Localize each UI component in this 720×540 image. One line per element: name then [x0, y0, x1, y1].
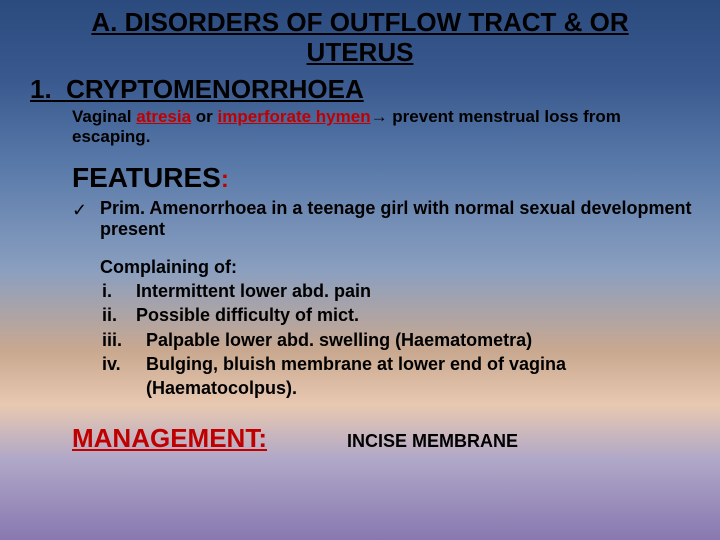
desc-term-hymen: imperforate hymen [218, 107, 371, 126]
roman-num: iv. [100, 352, 136, 401]
list-item: ii. Possible difficulty of mict. [100, 303, 692, 327]
section-description: Vaginal atresia or imperforate hymen→ pr… [72, 107, 692, 148]
desc-mid: or [191, 107, 217, 126]
arrow-icon: → [371, 107, 388, 126]
list-item: iv. Bulging, bluish membrane at lower en… [100, 352, 692, 401]
roman-text: Intermittent lower abd. pain [136, 279, 692, 303]
management-heading: MANAGEMENT: [72, 423, 267, 454]
roman-text: Bulging, bluish membrane at lower end of… [136, 352, 692, 401]
roman-text: Palpable lower abd. swelling (Haematomet… [136, 328, 692, 352]
section-heading: 1. CRYPTOMENORRHOEA [30, 74, 692, 105]
section-number: 1. [30, 74, 52, 104]
slide-title: A. DISORDERS OF OUTFLOW TRACT & OR UTERU… [38, 8, 682, 68]
complaining-label: Complaining of: [100, 255, 692, 279]
features-colon: : [221, 166, 229, 193]
roman-text: Possible difficulty of mict. [136, 303, 692, 327]
list-item: i. Intermittent lower abd. pain [100, 279, 692, 303]
complaining-list: i. Intermittent lower abd. pain ii. Poss… [100, 279, 692, 400]
section-heading-text: CRYPTOMENORRHOEA [66, 74, 364, 104]
features-bullet: ✓ Prim. Amenorrhoea in a teenage girl wi… [72, 198, 692, 241]
management-row: MANAGEMENT: INCISE MEMBRANE [72, 423, 692, 454]
features-heading: FEATURES: [72, 162, 692, 194]
complaining-block: Complaining of: i. Intermittent lower ab… [100, 255, 692, 401]
slide: A. DISORDERS OF OUTFLOW TRACT & OR UTERU… [0, 0, 720, 454]
management-value: INCISE MEMBRANE [347, 431, 518, 452]
bullet-icon: ✓ [72, 198, 100, 241]
roman-num: ii. [100, 303, 136, 327]
list-item: iii. Palpable lower abd. swelling (Haema… [100, 328, 692, 352]
desc-prefix: Vaginal [72, 107, 136, 126]
desc-term-atresia: atresia [136, 107, 191, 126]
features-heading-text: FEATURES [72, 162, 221, 193]
roman-num: i. [100, 279, 136, 303]
roman-num: iii. [100, 328, 136, 352]
features-bullet-text: Prim. Amenorrhoea in a teenage girl with… [100, 198, 692, 241]
